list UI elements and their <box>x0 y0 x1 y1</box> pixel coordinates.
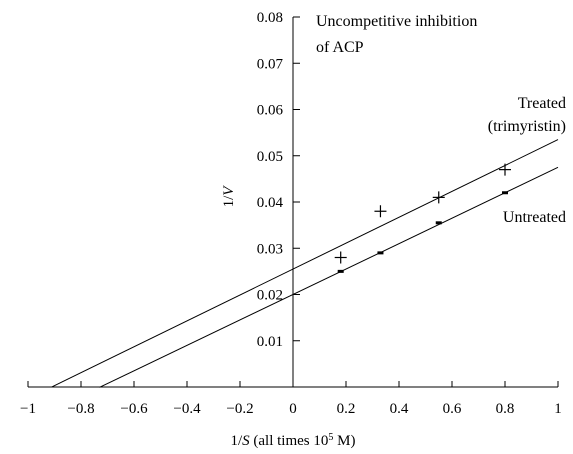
x-tick-label: 0.2 <box>337 401 356 417</box>
x-tick-label: −1 <box>20 401 36 417</box>
annotation-title-line1: Uncompetitive inhibition <box>316 13 477 30</box>
series-0-point <box>374 205 387 218</box>
x-tick-label: −0.2 <box>226 401 253 417</box>
series-1-point <box>502 191 508 195</box>
series-0-point <box>432 191 445 204</box>
series-0-point <box>499 163 511 176</box>
series-1-point <box>377 251 384 255</box>
x-tick-label: 0.6 <box>443 401 462 417</box>
y-tick-label: 0.08 <box>257 10 283 26</box>
series-0-fit-line <box>51 139 559 388</box>
x-tick-label: 0.4 <box>390 401 409 417</box>
y-tick-label: 0.06 <box>257 103 284 119</box>
x-axis-label: 1/S (all times 105 M) <box>230 432 355 450</box>
x-tick-label: 0 <box>289 401 297 417</box>
y-tick-label: 0.07 <box>257 56 284 72</box>
annotation-untreated: Untreated <box>503 209 566 226</box>
series-1-point <box>337 269 344 273</box>
annotation-treated-line2: (trimyristin) <box>488 118 566 135</box>
y-tick-label: 0.03 <box>257 241 283 257</box>
annotation-title-line2: of ACP <box>316 39 364 56</box>
y-tick-label: 0.01 <box>257 334 283 350</box>
axes <box>27 16 559 388</box>
x-tick-label: 1 <box>554 401 562 417</box>
series-0-point <box>334 251 347 264</box>
y-tick-label: 0.02 <box>257 288 283 304</box>
regression-lines <box>51 139 559 388</box>
x-tick-label: −0.4 <box>173 401 201 417</box>
series-1-point <box>435 221 442 225</box>
annotation-treated-line1: Treated <box>518 95 566 112</box>
y-tick-label: 0.04 <box>257 195 284 211</box>
x-tick-label: −0.6 <box>120 401 148 417</box>
x-tick-label: 0.8 <box>496 401 515 417</box>
x-tick-label: −0.8 <box>67 401 94 417</box>
y-axis-label: 1/V <box>221 185 237 208</box>
series-1-fit-line <box>99 166 559 388</box>
y-tick-label: 0.05 <box>257 149 283 165</box>
data-points <box>334 163 511 273</box>
tick-labels: −1 −0.8 −0.6 −0.4 −0.2 0 0.2 0.4 0.6 0.8 1 0.01 0.02… <box>20 10 562 417</box>
